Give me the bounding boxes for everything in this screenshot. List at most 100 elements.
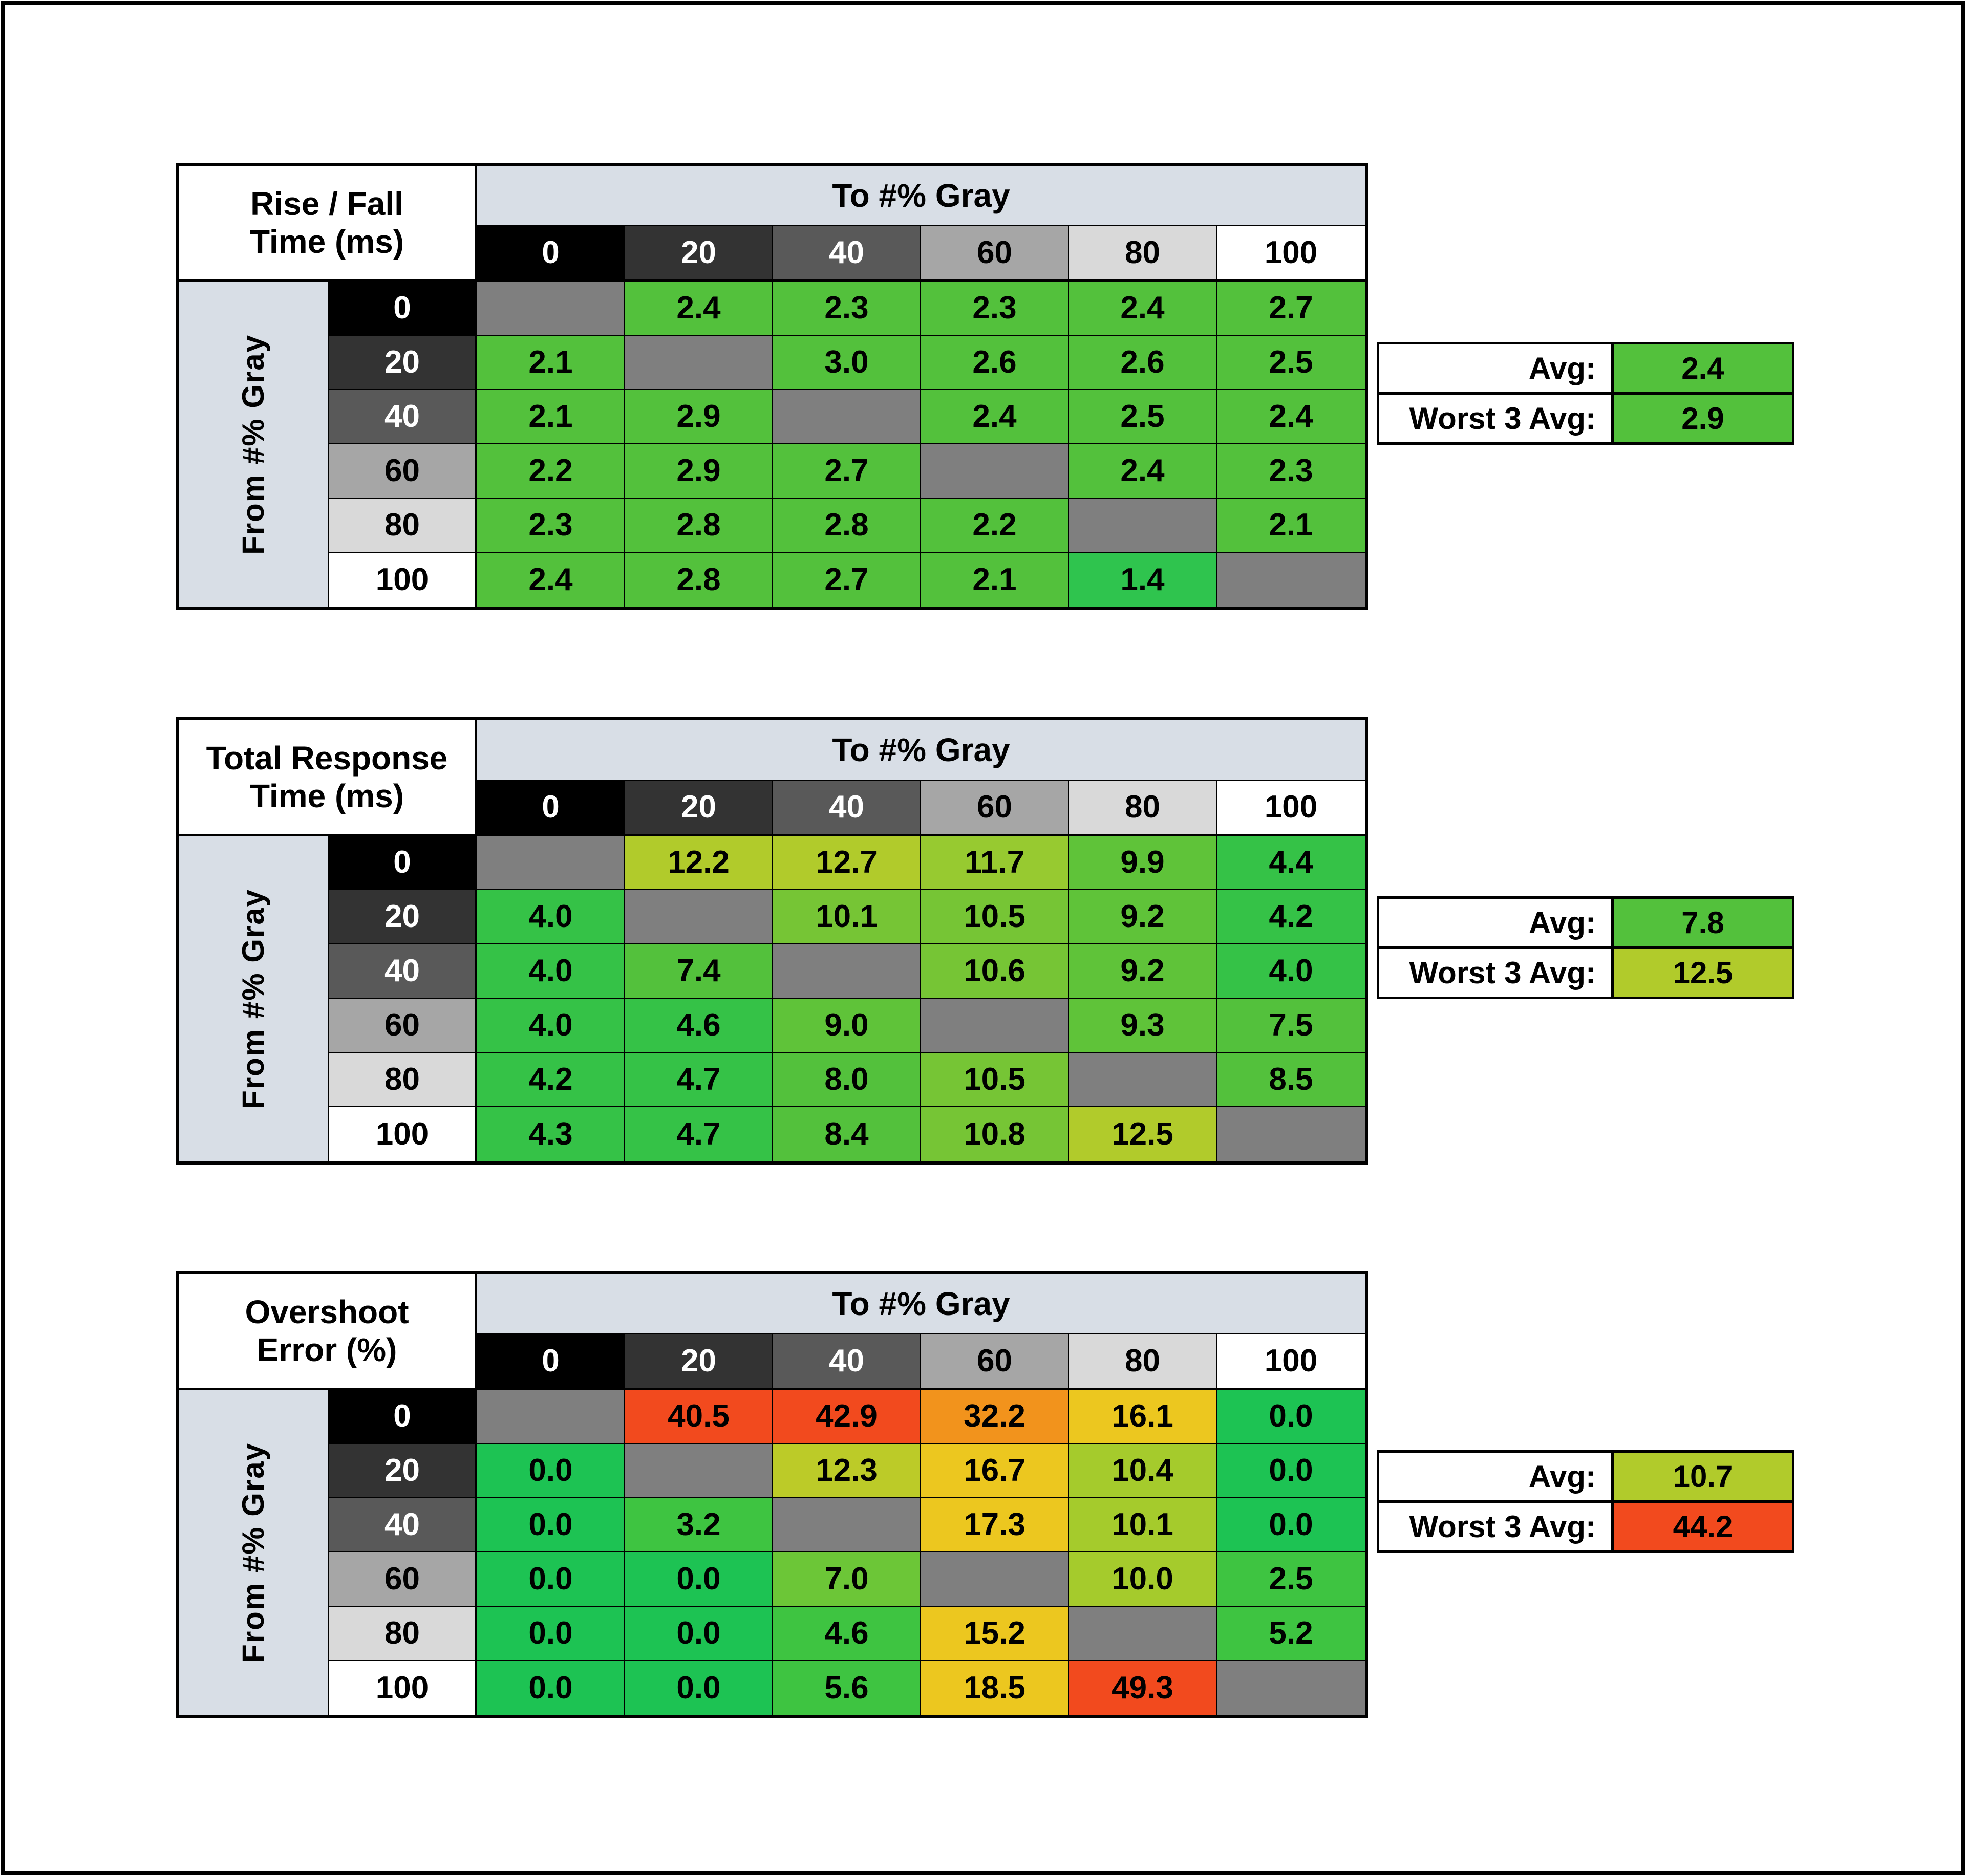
value-cell-80-to-60: 15.2 xyxy=(921,1607,1069,1661)
diagonal-cell xyxy=(773,390,921,444)
value-cell-80-to-40: 8.0 xyxy=(773,1053,921,1107)
col-header-20: 20 xyxy=(625,781,773,836)
value-cell-60-to-80: 9.3 xyxy=(1069,999,1217,1053)
worst-3-avg-label: Worst 3 Avg: xyxy=(1377,392,1614,445)
value-cell-100-to-80: 12.5 xyxy=(1069,1107,1217,1161)
value-cell-0-to-60: 32.2 xyxy=(921,1390,1069,1444)
value-cell-60-to-0: 0.0 xyxy=(477,1552,625,1607)
row-header-20: 20 xyxy=(329,890,477,944)
avg-row: Avg: 7.8 xyxy=(1377,896,1794,949)
value-cell-0-to-20: 2.4 xyxy=(625,282,773,336)
value-cell-100-to-40: 5.6 xyxy=(773,1661,921,1715)
avg-row: Avg: 10.7 xyxy=(1377,1450,1794,1503)
col-header-40: 40 xyxy=(773,226,921,282)
table-title-line: Time (ms) xyxy=(249,223,404,260)
diagonal-cell xyxy=(477,836,625,890)
col-header-100: 100 xyxy=(1217,226,1365,282)
value-cell-0-to-40: 2.3 xyxy=(773,282,921,336)
value-cell-60-to-0: 2.2 xyxy=(477,444,625,499)
value-cell-60-to-100: 2.5 xyxy=(1217,1552,1365,1607)
value-cell-20-to-60: 10.5 xyxy=(921,890,1069,944)
col-axis-label: To #% Gray xyxy=(477,1274,1365,1334)
value-cell-60-to-80: 10.0 xyxy=(1069,1552,1217,1607)
row-header-0: 0 xyxy=(329,1390,477,1444)
col-header-0: 0 xyxy=(477,781,625,836)
value-cell-40-to-80: 10.1 xyxy=(1069,1498,1217,1552)
overshoot-error-title: Overshoot Error (%) xyxy=(179,1274,477,1390)
value-cell-100-to-80: 49.3 xyxy=(1069,1661,1217,1715)
value-cell-100-to-0: 2.4 xyxy=(477,553,625,607)
row-axis-label: From #% Gray xyxy=(179,836,329,1161)
value-cell-80-to-0: 0.0 xyxy=(477,1607,625,1661)
col-header-80: 80 xyxy=(1069,1334,1217,1390)
value-cell-80-to-40: 2.8 xyxy=(773,499,921,553)
value-cell-60-to-40: 7.0 xyxy=(773,1552,921,1607)
worst-3-avg-value: 12.5 xyxy=(1614,946,1794,999)
overshoot-error-grid: Overshoot Error (%) To #% Gray 0 20 40 60 80 100… xyxy=(176,1271,1368,1718)
col-axis-label: To #% Gray xyxy=(477,166,1365,226)
worst-3-avg-row: Worst 3 Avg: 44.2 xyxy=(1377,1500,1794,1553)
value-cell-40-to-100: 2.4 xyxy=(1217,390,1365,444)
row-header-40: 40 xyxy=(329,944,477,999)
value-cell-20-to-60: 2.6 xyxy=(921,336,1069,390)
value-cell-40-to-80: 9.2 xyxy=(1069,944,1217,999)
value-cell-80-to-20: 0.0 xyxy=(625,1607,773,1661)
value-cell-40-to-20: 2.9 xyxy=(625,390,773,444)
avg-label: Avg: xyxy=(1377,342,1614,395)
value-cell-40-to-60: 10.6 xyxy=(921,944,1069,999)
value-cell-40-to-0: 4.0 xyxy=(477,944,625,999)
value-cell-0-to-40: 12.7 xyxy=(773,836,921,890)
row-axis-label-text: From #% Gray xyxy=(236,888,270,1109)
value-cell-100-to-0: 0.0 xyxy=(477,1661,625,1715)
value-cell-0-to-80: 16.1 xyxy=(1069,1390,1217,1444)
col-header-60: 60 xyxy=(921,781,1069,836)
col-header-60: 60 xyxy=(921,226,1069,282)
col-header-0: 0 xyxy=(477,1334,625,1390)
value-cell-0-to-60: 2.3 xyxy=(921,282,1069,336)
rise-fall-time-heatmap: Rise / Fall Time (ms) To #% Gray 0 20 40 60 80 1… xyxy=(176,163,1794,610)
value-cell-100-to-20: 2.8 xyxy=(625,553,773,607)
value-cell-40-to-0: 2.1 xyxy=(477,390,625,444)
value-cell-20-to-0: 2.1 xyxy=(477,336,625,390)
value-cell-40-to-80: 2.5 xyxy=(1069,390,1217,444)
diagonal-cell xyxy=(625,1444,773,1498)
value-cell-80-to-20: 2.8 xyxy=(625,499,773,553)
value-cell-20-to-100: 0.0 xyxy=(1217,1444,1365,1498)
col-header-80: 80 xyxy=(1069,226,1217,282)
value-cell-20-to-60: 16.7 xyxy=(921,1444,1069,1498)
worst-3-avg-value: 2.9 xyxy=(1614,392,1794,445)
value-cell-100-to-60: 18.5 xyxy=(921,1661,1069,1715)
worst-3-avg-row: Worst 3 Avg: 2.9 xyxy=(1377,392,1794,445)
row-header-0: 0 xyxy=(329,282,477,336)
table-title-line: Overshoot xyxy=(245,1293,409,1330)
value-cell-100-to-60: 10.8 xyxy=(921,1107,1069,1161)
col-header-80: 80 xyxy=(1069,781,1217,836)
value-cell-80-to-60: 2.2 xyxy=(921,499,1069,553)
value-cell-40-to-60: 17.3 xyxy=(921,1498,1069,1552)
value-cell-20-to-80: 10.4 xyxy=(1069,1444,1217,1498)
diagonal-cell xyxy=(1069,1607,1217,1661)
row-header-20: 20 xyxy=(329,1444,477,1498)
value-cell-80-to-0: 2.3 xyxy=(477,499,625,553)
value-cell-100-to-0: 4.3 xyxy=(477,1107,625,1161)
value-cell-80-to-60: 10.5 xyxy=(921,1053,1069,1107)
value-cell-40-to-0: 0.0 xyxy=(477,1498,625,1552)
total-response-time-heatmap: Total Response Time (ms) To #% Gray 0 20 40 60… xyxy=(176,717,1794,1165)
col-header-60: 60 xyxy=(921,1334,1069,1390)
avg-row: Avg: 2.4 xyxy=(1377,342,1794,395)
row-header-100: 100 xyxy=(329,1661,477,1715)
total-response-time-title: Total Response Time (ms) xyxy=(179,720,477,836)
value-cell-40-to-60: 2.4 xyxy=(921,390,1069,444)
diagonal-cell xyxy=(625,890,773,944)
value-cell-60-to-100: 7.5 xyxy=(1217,999,1365,1053)
worst-3-avg-label: Worst 3 Avg: xyxy=(1377,1500,1614,1553)
value-cell-60-to-100: 2.3 xyxy=(1217,444,1365,499)
value-cell-0-to-100: 0.0 xyxy=(1217,1390,1365,1444)
avg-value: 2.4 xyxy=(1614,342,1794,395)
row-axis-label: From #% Gray xyxy=(179,282,329,607)
diagonal-cell xyxy=(921,444,1069,499)
value-cell-20-to-40: 10.1 xyxy=(773,890,921,944)
value-cell-20-to-40: 3.0 xyxy=(773,336,921,390)
value-cell-60-to-40: 9.0 xyxy=(773,999,921,1053)
value-cell-0-to-80: 2.4 xyxy=(1069,282,1217,336)
